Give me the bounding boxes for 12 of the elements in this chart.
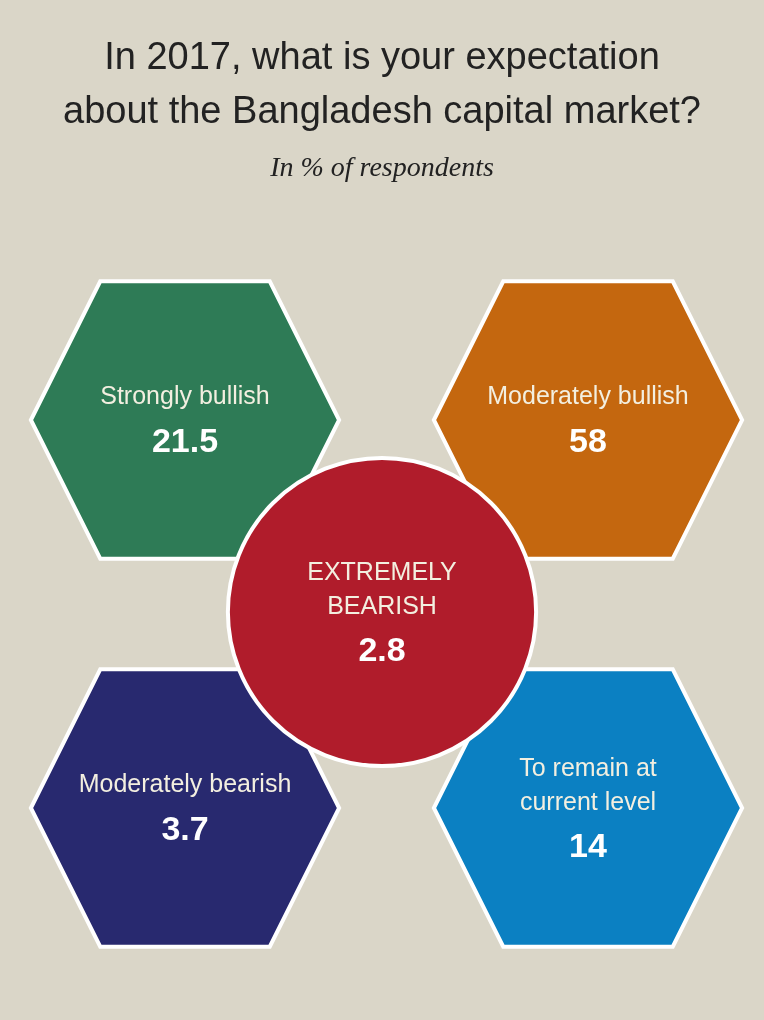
data-label: 21.5	[151, 421, 219, 459]
category-label: EXTREMELY BEARISH	[307, 557, 458, 619]
category-label: Strongly bullish	[100, 381, 270, 409]
data-label: 3.7	[161, 809, 209, 847]
data-label: 14	[569, 826, 607, 864]
category-label: Moderately bearish	[78, 769, 292, 797]
category-label: Moderately bullish	[487, 381, 689, 409]
category-label: To remain at current level	[519, 753, 657, 815]
text: In 2017, what is your expectation about the Bangladesh capital market?	[63, 35, 701, 131]
data-label: 58	[569, 421, 607, 459]
text: In % of respondents	[269, 151, 494, 182]
data-label: 2.8	[358, 630, 406, 668]
